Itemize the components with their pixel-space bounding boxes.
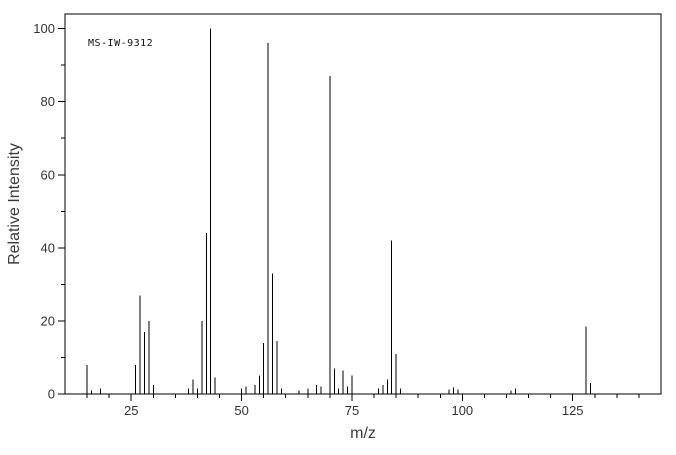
y-axis-major-ticks [58,28,65,395]
x-tick-label: 75 [345,403,359,418]
x-axis-tick-labels: 25 50 75 100 125 [124,403,584,418]
spectrum-id-label: MS-IW-9312 [88,38,153,49]
x-axis-major-ticks [130,394,574,401]
x-tick-label: 125 [562,403,584,418]
y-axis-minor-ticks [61,64,65,358]
plot-frame [64,13,662,395]
y-tick-label: 40 [41,240,55,255]
y-axis-tick-labels: 0 20 40 60 80 100 [33,21,55,401]
x-axis-minor-ticks [86,394,640,398]
x-axis-label: m/z [350,425,376,442]
x-tick-label: 50 [234,403,248,418]
y-tick-label: 20 [41,313,55,328]
x-tick-label: 100 [451,403,473,418]
y-tick-label: 100 [33,21,55,36]
y-tick-label: 0 [48,387,55,402]
x-tick-label: 25 [124,403,138,418]
y-tick-label: 60 [41,167,55,182]
y-tick-label: 80 [41,94,55,109]
y-axis-label: Relative Intensity [6,143,23,265]
spectrum-peaks [86,28,591,394]
